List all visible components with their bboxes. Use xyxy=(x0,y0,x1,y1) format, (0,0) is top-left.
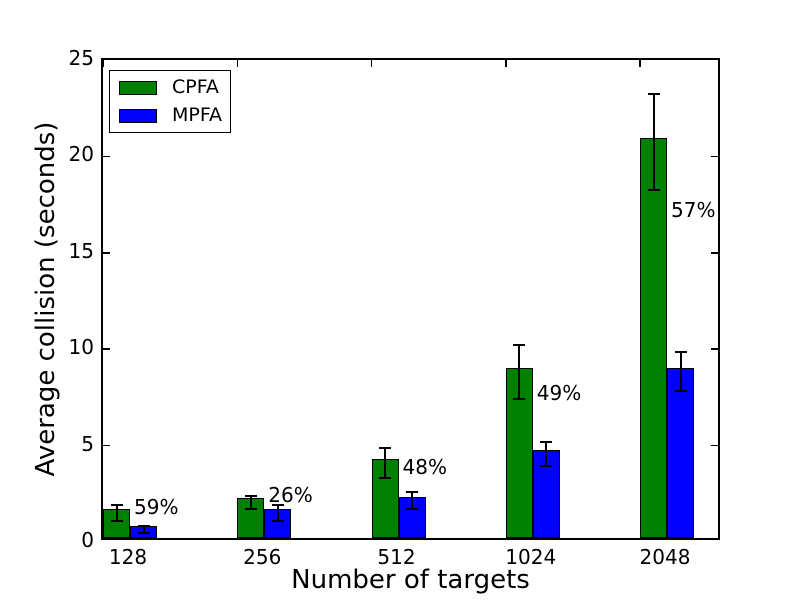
x-tick-label-2048: 2048 xyxy=(639,545,691,569)
errorbar-cpfa-2048 xyxy=(652,93,655,191)
y-tick-right-5 xyxy=(711,444,718,447)
y-tick-left-20 xyxy=(103,155,110,158)
percent-annotation-49: 49% xyxy=(536,381,582,406)
x-tick-label-512: 512 xyxy=(377,545,416,569)
percent-annotation-57: 57% xyxy=(671,197,716,222)
errorbar-cap-top-mpfa-128 xyxy=(137,525,150,528)
y-tick-label-10: 10 xyxy=(68,335,94,360)
errorbar-mpfa-256 xyxy=(276,505,279,521)
errorbar-cap-bottom-cpfa-512 xyxy=(379,477,391,480)
y-tick-right-10 xyxy=(711,348,718,350)
y-tick-label-20: 20 xyxy=(68,142,94,167)
legend-label-mpfa: MPFA xyxy=(172,104,223,126)
x-tick-label-128: 128 xyxy=(108,545,148,569)
y-tick-right-15 xyxy=(711,252,718,254)
bar-cpfa-2048 xyxy=(640,137,667,538)
errorbar-cpfa-256 xyxy=(249,495,252,510)
legend-label-cpfa: CPFA xyxy=(172,76,219,98)
x-tick-top-1024 xyxy=(505,60,507,67)
errorbar-cap-bottom-cpfa-1024 xyxy=(513,398,526,401)
errorbar-cap-top-mpfa-256 xyxy=(271,504,284,507)
errorbar-cap-top-mpfa-512 xyxy=(406,491,418,494)
errorbar-cap-bottom-cpfa-256 xyxy=(244,508,257,511)
legend-swatch-cpfa xyxy=(119,80,157,95)
errorbar-mpfa-512 xyxy=(411,492,413,509)
y-tick-label-15: 15 xyxy=(68,238,94,263)
errorbar-cpfa-1024 xyxy=(518,345,521,400)
errorbar-cap-top-cpfa-2048 xyxy=(647,92,660,95)
y-tick-label-0: 0 xyxy=(81,528,94,552)
y-tick-label-25: 25 xyxy=(68,46,94,70)
errorbar-cap-bottom-mpfa-128 xyxy=(137,531,150,534)
errorbar-cap-top-mpfa-1024 xyxy=(540,440,553,443)
errorbar-cpfa-512 xyxy=(384,447,386,479)
errorbar-cap-top-cpfa-1024 xyxy=(513,344,526,347)
errorbar-mpfa-1024 xyxy=(545,441,548,466)
x-tick-label-256: 256 xyxy=(243,545,282,569)
x-tick-top-512 xyxy=(370,60,373,67)
errorbar-cap-bottom-mpfa-1024 xyxy=(540,464,553,467)
errorbar-cap-bottom-cpfa-128 xyxy=(110,519,123,522)
x-tick-label-1024: 1024 xyxy=(505,545,557,569)
errorbar-cap-top-cpfa-256 xyxy=(244,494,257,497)
errorbar-mpfa-2048 xyxy=(679,352,682,392)
x-tick-top-128 xyxy=(102,60,104,67)
y-axis-label: Average collision (seconds) xyxy=(31,121,61,477)
percent-annotation-26: 26% xyxy=(268,483,313,508)
y-tick-left-5 xyxy=(103,444,110,447)
errorbar-mpfa-128 xyxy=(142,526,145,533)
plot-area xyxy=(101,58,720,540)
errorbar-cap-top-cpfa-128 xyxy=(110,504,123,507)
legend: CPFA MPFA xyxy=(109,70,231,133)
y-tick-right-20 xyxy=(711,155,718,158)
errorbar-cap-bottom-mpfa-256 xyxy=(271,519,284,522)
errorbar-cap-bottom-cpfa-2048 xyxy=(647,189,660,192)
legend-item-cpfa: CPFA xyxy=(119,76,230,98)
x-axis-label: Number of targets xyxy=(291,565,530,595)
legend-swatch-mpfa xyxy=(119,108,157,123)
errorbar-cap-bottom-mpfa-512 xyxy=(406,507,418,510)
errorbar-cpfa-128 xyxy=(115,505,118,521)
percent-annotation-48: 48% xyxy=(402,454,447,479)
y-tick-left-10 xyxy=(103,348,110,350)
errorbar-cap-top-mpfa-2048 xyxy=(674,351,687,354)
y-tick-label-5: 5 xyxy=(81,431,94,456)
errorbar-cap-top-cpfa-512 xyxy=(379,446,391,449)
y-tick-left-15 xyxy=(103,252,110,254)
bar-mpfa-2048 xyxy=(667,367,694,538)
errorbar-cap-bottom-mpfa-2048 xyxy=(674,390,687,393)
percent-annotation-59: 59% xyxy=(134,495,179,520)
x-tick-top-256 xyxy=(236,60,238,67)
x-tick-top-2048 xyxy=(639,60,641,67)
legend-item-mpfa: MPFA xyxy=(119,104,230,126)
